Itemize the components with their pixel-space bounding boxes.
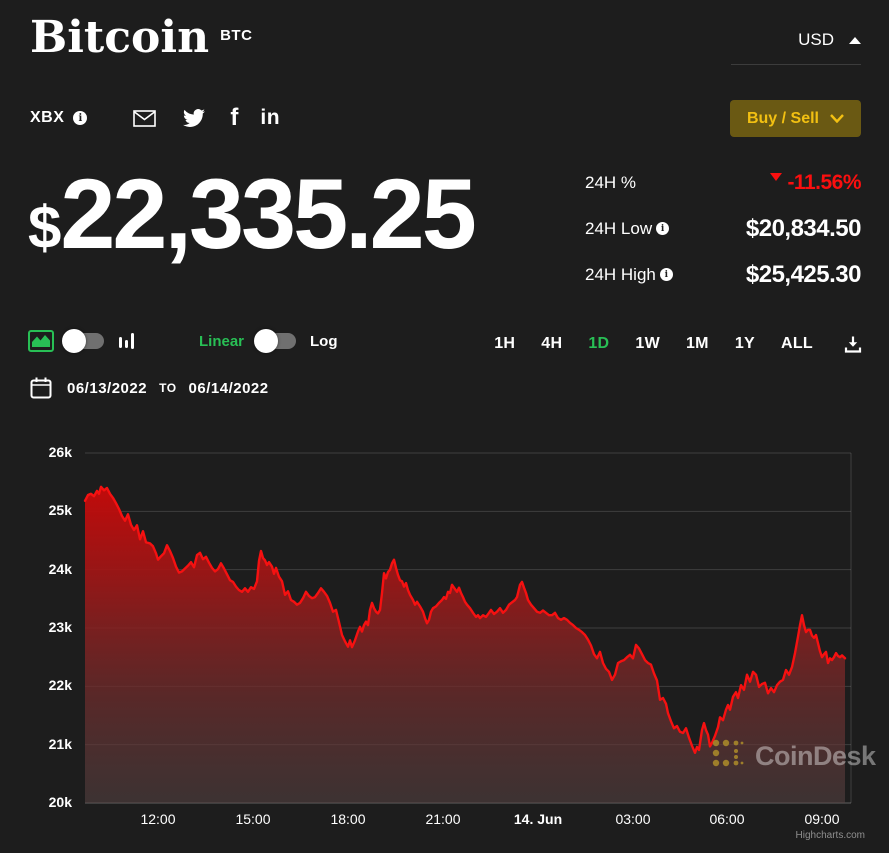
y-axis-tick-label: 22k — [48, 677, 72, 694]
x-axis-tick-label: 06:00 — [709, 811, 745, 827]
info-icon[interactable]: i — [656, 222, 670, 235]
range-1m[interactable]: 1M — [685, 335, 709, 352]
date-separator: TO — [159, 381, 177, 395]
calendar-icon[interactable] — [30, 377, 52, 399]
triangle-up-icon — [849, 36, 861, 44]
currency-select[interactable]: USD — [731, 30, 861, 65]
stat-24h-change: 24H % -11.56% — [585, 166, 861, 199]
stats-panel: 24H % -11.56% 24H Low i $20,834.50 24H H… — [585, 166, 862, 304]
range-1y[interactable]: 1Y — [734, 335, 755, 352]
mail-icon[interactable] — [133, 105, 157, 131]
stat-value: $25,425.30 — [745, 260, 862, 288]
y-axis-tick-label: 20k — [48, 794, 72, 810]
toggle-knob — [62, 329, 86, 353]
stat-value-negative: -11.56% — [770, 171, 861, 195]
area-chart-icon[interactable] — [28, 330, 54, 352]
facebook-icon[interactable]: f — [230, 104, 239, 131]
highcharts-credit[interactable]: Highcharts.com — [795, 830, 865, 841]
info-icon[interactable]: i — [73, 111, 88, 125]
price-line-series — [83, 485, 847, 754]
range-1w[interactable]: 1W — [635, 335, 660, 352]
price-area-series — [85, 486, 845, 803]
currency-value: USD — [798, 30, 834, 49]
asset-symbol: BTC — [220, 27, 253, 44]
date-to-input[interactable]: 06/14/2022 — [188, 379, 269, 397]
x-axis-tick-label: 12:00 — [140, 811, 176, 827]
index-social-row: XBX i f in — [30, 102, 280, 134]
chevron-down-icon — [830, 114, 844, 123]
twitter-icon[interactable] — [183, 105, 206, 131]
range-1h[interactable]: 1H — [494, 335, 516, 352]
index-label: XBX — [30, 109, 65, 126]
x-axis-tick-label: 14. Jun — [513, 811, 563, 827]
x-axis-tick-label: 09:00 — [804, 811, 840, 827]
y-axis-tick-label: 24k — [48, 560, 72, 577]
price-chart[interactable]: 26k 25k 24k 23k 22k 21k 20k 12:00 15:00 18:00 21:… — [0, 420, 889, 853]
linear-scale-label[interactable]: Linear — [199, 332, 245, 350]
date-from-input[interactable]: 06/13/2022 — [67, 379, 148, 397]
page-title: Bitcoin — [30, 12, 210, 63]
stat-label: 24H Low i — [585, 219, 670, 239]
scale-toggle[interactable] — [254, 329, 297, 353]
range-4h[interactable]: 4H — [541, 335, 563, 352]
stat-value: $20,834.50 — [745, 214, 862, 242]
time-range-selector: 1H 4H 1D 1W 1M 1Y ALL — [494, 334, 863, 354]
buy-sell-button[interactable]: Buy / Sell — [729, 100, 861, 137]
chart-type-toggle[interactable] — [62, 329, 104, 353]
date-range-row: 06/13/2022 TO 06/14/2022 — [30, 377, 269, 399]
price-amount: 22,335.25 — [60, 158, 476, 269]
y-axis-tick-label: 23k — [48, 619, 72, 635]
stat-label: 24H % — [585, 172, 637, 192]
y-axis-tick-label: 25k — [48, 502, 72, 519]
linkedin-icon[interactable]: in — [260, 106, 281, 129]
y-axis-tick-label: 26k — [48, 444, 72, 460]
chart-canvas[interactable] — [83, 452, 852, 804]
toggle-knob — [254, 329, 279, 353]
triangle-down-icon — [770, 172, 783, 181]
buy-sell-label: Buy / Sell — [746, 109, 819, 127]
x-axis-tick-label: 18:00 — [330, 811, 366, 827]
x-axis-tick-label: 21:00 — [425, 811, 461, 827]
scale-toggle-group: Linear Log — [199, 329, 338, 353]
header: Bitcoin BTC — [30, 12, 253, 63]
stat-24h-low: 24H Low i $20,834.50 — [585, 212, 862, 245]
range-1d[interactable]: 1D — [588, 335, 610, 352]
stat-24h-high: 24H High i $25,425.30 — [585, 258, 862, 291]
range-all[interactable]: ALL — [780, 335, 813, 352]
chart-controls: Linear Log — [28, 329, 338, 353]
info-icon[interactable]: i — [659, 268, 673, 281]
bar-chart-icon[interactable] — [118, 331, 135, 351]
download-icon[interactable] — [843, 334, 863, 354]
price-currency-sign: $ — [28, 194, 61, 261]
stat-label: 24H High i — [585, 265, 673, 285]
x-axis-tick-label: 15:00 — [235, 811, 271, 827]
x-axis-tick-label: 03:00 — [615, 811, 651, 827]
current-price: $22,335.25 — [28, 158, 477, 269]
log-scale-label[interactable]: Log — [310, 332, 338, 350]
y-axis-tick-label: 21k — [48, 735, 72, 752]
